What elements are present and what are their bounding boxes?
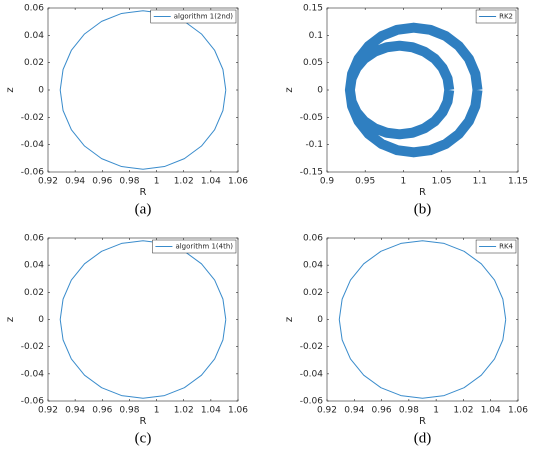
x-tick-label: 1.05: [432, 177, 452, 187]
y-tick-label: 0: [317, 86, 323, 96]
x-axis-label: R: [140, 416, 147, 427]
y-tick-label: 0.02: [303, 288, 323, 298]
legend: algorithm 1(4th): [152, 239, 237, 254]
y-tick-label: 0.04: [24, 261, 44, 271]
x-tick-label: 0.94: [65, 177, 85, 187]
x-tick-label: 0.92: [38, 177, 58, 187]
orbit-curve: [59, 10, 227, 170]
x-tick-label: 1: [154, 406, 160, 416]
y-tick-label: -0.02: [21, 113, 44, 123]
caption: (c): [135, 430, 152, 446]
subplot: 0.92 0.94 0.96 0.98 1 1.02 1.04 1.06 -0.06 -0.04 -…: [5, 4, 248, 218]
legend-box: [150, 9, 237, 24]
y-tick-label: 0.04: [303, 261, 323, 271]
orbit-curve: [59, 240, 227, 399]
x-tick-label: 0.94: [65, 406, 85, 416]
orbit-curve: [338, 240, 507, 399]
x-tick-label: 1.04: [481, 406, 501, 416]
x-tick-label: 0.95: [355, 177, 375, 187]
legend-label: algorithm 1(2nd): [174, 13, 234, 21]
x-axis-label: R: [140, 187, 147, 198]
y-tick-label: -0.15: [300, 168, 323, 178]
axes-box: [47, 237, 239, 402]
y-axis-label: z: [5, 317, 16, 322]
y-tick-label: 0.05: [303, 58, 323, 68]
y-tick-label: 0.06: [303, 234, 323, 244]
caption: (a): [135, 201, 152, 217]
legend-label: RK4: [499, 243, 513, 251]
y-tick-label: -0.02: [300, 342, 323, 352]
x-tick-label: 1.02: [174, 177, 194, 187]
caption: (d): [414, 430, 432, 446]
x-tick-label: 1.06: [228, 177, 248, 187]
x-tick-label: 0.98: [399, 406, 419, 416]
y-tick-label: 0.06: [24, 4, 44, 14]
y-tick-label: 0: [317, 315, 323, 325]
x-tick-label: 1.04: [201, 177, 221, 187]
y-tick-label: 0.06: [24, 234, 44, 244]
y-tick-label: -0.06: [21, 397, 45, 407]
y-tick-label: 0.04: [24, 31, 44, 41]
x-tick-label: 1.04: [201, 406, 221, 416]
y-tick-label: 0: [38, 86, 44, 96]
y-tick-label: -0.02: [21, 342, 44, 352]
y-axis-label: z: [284, 317, 295, 322]
x-tick-label: 0.98: [119, 177, 139, 187]
x-tick-label: 0.96: [92, 177, 112, 187]
y-tick-label: -0.05: [300, 113, 323, 123]
x-tick-label: 1: [401, 177, 407, 187]
legend-label: RK2: [499, 13, 513, 21]
y-axis-label: z: [284, 87, 295, 92]
x-tick-label: 1: [433, 406, 439, 416]
x-tick-label: 1.02: [453, 406, 473, 416]
x-tick-label: 1: [154, 177, 160, 187]
y-tick-label: 0.15: [303, 4, 323, 14]
y-tick-label: -0.04: [300, 369, 324, 379]
x-tick-label: 1.1: [473, 177, 487, 187]
legend-box: [152, 239, 237, 254]
x-tick-label: 0.9: [320, 177, 335, 187]
caption: (b): [414, 201, 432, 217]
x-tick-label: 1.15: [508, 177, 528, 187]
y-tick-label: 0.02: [24, 58, 44, 68]
legend-label: algorithm 1(4th): [175, 243, 233, 251]
orbit-curve: [344, 22, 483, 158]
legend: RK4: [475, 239, 517, 254]
y-tick-label: -0.06: [21, 168, 45, 178]
x-tick-label: 0.94: [344, 406, 364, 416]
y-tick-label: -0.04: [21, 369, 45, 379]
subplot: 0.92 0.94 0.96 0.98 1 1.02 1.04 1.06 -0.06 -0.04 -…: [5, 234, 248, 447]
y-tick-label: -0.04: [21, 140, 45, 150]
y-axis-label: z: [5, 87, 16, 92]
x-tick-label: 1.06: [228, 406, 248, 416]
y-tick-label: 0.1: [309, 31, 323, 41]
x-tick-label: 1.02: [174, 406, 194, 416]
x-tick-label: 0.98: [119, 406, 139, 416]
x-tick-label: 0.92: [317, 406, 337, 416]
y-tick-label: -0.06: [300, 397, 324, 407]
axes-box: [47, 7, 239, 173]
y-tick-label: -0.1: [305, 140, 323, 150]
legend: RK2: [475, 9, 517, 24]
x-tick-label: 0.92: [38, 406, 58, 416]
subplot: 0.9 0.95 1 1.05 1.1 1.15 -0.15 -0.1 -0.05 0 0.05 0.…: [284, 4, 528, 218]
x-axis-label: R: [419, 416, 426, 427]
y-tick-label: 0.02: [24, 288, 44, 298]
axes-box: [326, 237, 519, 402]
y-tick-label: 0: [38, 315, 44, 325]
x-axis-label: R: [419, 187, 426, 198]
x-tick-label: 1.06: [508, 406, 528, 416]
legend: algorithm 1(2nd): [150, 9, 237, 24]
subplot: 0.92 0.94 0.96 0.98 1 1.02 1.04 1.06 -0.06 -0.04 -…: [284, 234, 528, 447]
x-tick-label: 0.96: [92, 406, 112, 416]
x-tick-label: 0.96: [372, 406, 392, 416]
